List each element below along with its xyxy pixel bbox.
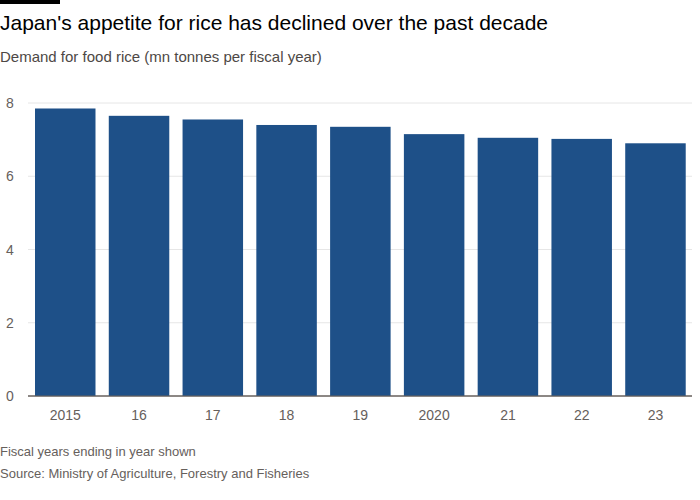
chart: Japan's appetite for rice has declined o… — [0, 0, 700, 500]
y-tick-label: 2 — [6, 315, 14, 331]
subtitle: Demand for food rice (mn tonnes per fisc… — [0, 48, 322, 65]
x-tick-label: 19 — [353, 407, 369, 423]
y-tick-label: 0 — [6, 388, 14, 404]
x-tick-label: 2015 — [50, 407, 81, 423]
grid-line — [28, 103, 692, 104]
x-tick-label: 2020 — [419, 407, 450, 423]
bar — [256, 125, 316, 396]
bar — [551, 139, 611, 396]
x-tick-label: 16 — [131, 407, 147, 423]
bar — [109, 116, 169, 396]
x-tick-label: 17 — [205, 407, 221, 423]
y-tick-label: 6 — [6, 168, 14, 184]
y-tick-label: 8 — [6, 95, 14, 111]
note: Fiscal years ending in year shown — [0, 444, 196, 459]
bar — [35, 108, 95, 396]
y-tick-label: 4 — [6, 242, 14, 258]
title: Japan's appetite for rice has declined o… — [0, 11, 548, 34]
bar — [183, 119, 243, 396]
bar — [404, 134, 464, 396]
bars — [35, 108, 686, 396]
baseline — [28, 396, 692, 397]
x-tick-label: 18 — [279, 407, 295, 423]
x-tick-label: 21 — [500, 407, 516, 423]
x-tick-label: 22 — [574, 407, 590, 423]
x-tick-label: 23 — [648, 407, 664, 423]
bar — [625, 143, 685, 396]
bar — [330, 127, 390, 396]
source: Source: Ministry of Agriculture, Forestr… — [0, 466, 310, 481]
decoration — [0, 0, 60, 4]
grid-line — [28, 396, 692, 397]
bar — [478, 138, 538, 396]
